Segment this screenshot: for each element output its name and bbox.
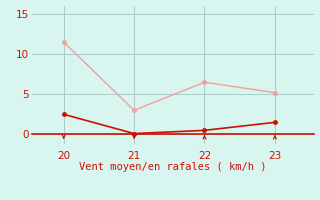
- X-axis label: Vent moyen/en rafales ( km/h ): Vent moyen/en rafales ( km/h ): [79, 162, 267, 172]
